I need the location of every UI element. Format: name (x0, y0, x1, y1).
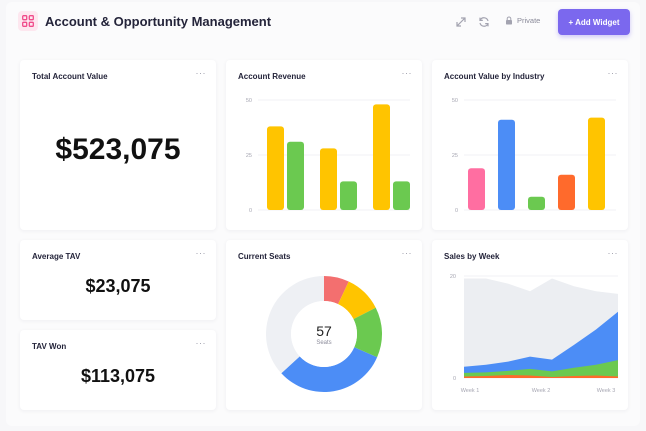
add-widget-button[interactable]: + Add Widget (558, 9, 630, 35)
y-tick-label: 25 (452, 153, 458, 159)
sales-by-week-chart: 20 0 Week 1 Week 2 Week 3 (450, 274, 618, 394)
more-dots-icon[interactable]: ··· (195, 68, 206, 78)
privacy-toggle[interactable]: Private (505, 16, 540, 25)
current-seats-card: Current Seats ··· 57 Seats (226, 240, 422, 410)
average-tav-card: Average TAV ··· $23,075 (20, 240, 216, 320)
account-revenue-chart: 50 25 0 (246, 98, 410, 214)
card-title: Average TAV (32, 252, 81, 261)
page-title: Account & Opportunity Management (45, 14, 272, 29)
dashboard-header: Account & Opportunity Management Private… (6, 2, 640, 42)
more-dots-icon[interactable]: ··· (401, 68, 412, 78)
seats-count: 57 (316, 323, 332, 339)
average-tav-value: $23,075 (85, 276, 151, 296)
donut-slice (338, 281, 376, 320)
more-dots-icon[interactable]: ··· (195, 248, 206, 258)
more-dots-icon[interactable]: ··· (195, 338, 206, 348)
x-tick-label: Week 1 (461, 388, 480, 394)
lock-icon (506, 16, 512, 25)
area-series (464, 374, 618, 378)
card-title: Total Account Value (32, 72, 108, 81)
donut-slice (281, 347, 378, 392)
card-title: Account Revenue (238, 72, 306, 81)
dashboard-window: Account & Opportunity Management Private… (6, 2, 640, 426)
y-tick-label: 20 (450, 274, 456, 280)
bar (468, 168, 485, 210)
grid-logo-icon (18, 11, 38, 31)
y-tick-label: 25 (246, 153, 252, 159)
y-tick-label: 50 (246, 98, 252, 104)
total-account-value-card: Total Account Value ··· $523,075 (20, 60, 216, 230)
donut-slice (353, 307, 382, 358)
card-title: TAV Won (32, 342, 67, 351)
bar (558, 174, 575, 210)
card-title: Account Value by Industry (444, 72, 545, 81)
bar (287, 141, 304, 210)
bar (393, 181, 410, 210)
card-title: Sales by Week (444, 252, 500, 261)
more-dots-icon[interactable]: ··· (607, 68, 618, 78)
y-tick-label: 0 (453, 376, 456, 382)
y-tick-label: 0 (249, 208, 252, 214)
y-tick-label: 50 (452, 98, 458, 104)
donut-hole (291, 301, 357, 367)
y-tick-label: 0 (455, 208, 458, 214)
donut-slice (324, 276, 349, 305)
area-series (464, 360, 618, 378)
bar (498, 119, 515, 210)
private-label: Private (517, 16, 541, 25)
donut-slice (266, 276, 324, 374)
area-series (464, 311, 618, 378)
bar (588, 117, 605, 210)
seats-label: Seats (316, 340, 331, 346)
more-dots-icon[interactable]: ··· (401, 248, 412, 258)
sales-by-week-card: Sales by Week ··· 20 0 Week 1 Week 2 Week 3 (432, 240, 628, 410)
refresh-icon[interactable] (477, 15, 491, 29)
total-account-value: $523,075 (55, 133, 181, 166)
bar (340, 181, 357, 210)
account-value-by-industry-card: Account Value by Industry ··· 50 25 0 (432, 60, 628, 230)
bar (267, 126, 284, 210)
tav-won-card: TAV Won ··· $113,075 (20, 330, 216, 410)
card-title: Current Seats (238, 252, 291, 261)
bar (373, 104, 390, 210)
bar (528, 196, 545, 210)
expand-icon[interactable] (454, 15, 468, 29)
account-value-by-industry-chart: 50 25 0 (452, 98, 616, 214)
x-tick-label: Week 2 (532, 388, 551, 394)
more-dots-icon[interactable]: ··· (607, 248, 618, 258)
x-tick-label: Week 3 (597, 388, 616, 394)
bar (320, 148, 337, 210)
tav-won-value: $113,075 (80, 366, 156, 386)
account-revenue-card: Account Revenue ··· 50 25 0 (226, 60, 422, 230)
